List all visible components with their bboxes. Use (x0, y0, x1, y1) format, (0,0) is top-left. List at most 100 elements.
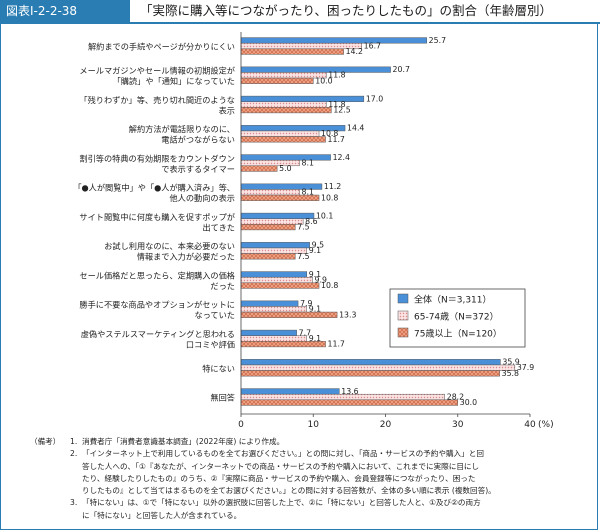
data-label: 11.7 (328, 340, 345, 349)
data-label: 16.7 (364, 41, 381, 50)
data-label: 10.8 (321, 281, 338, 290)
note-text: りしたもの』として当てはまるものを全てお選びください。」との問に対する回答数が、… (82, 486, 496, 496)
category-label: 「残りわずか」等、売り切れ間近のような (79, 95, 235, 105)
legend-label: 65-74歳（N=372） (414, 311, 499, 323)
notes-heading: （備考） (30, 437, 61, 446)
bar (240, 224, 296, 231)
figure-frame (0, 24, 598, 530)
bar (240, 282, 320, 289)
data-label: 7.7 (299, 328, 311, 337)
data-label: 13.3 (339, 310, 356, 319)
category-label: 他人の動向の表示 (169, 193, 235, 203)
category-label: メールマガジンやセール情報の初期設定が (79, 66, 235, 76)
data-label: 12.4 (333, 153, 350, 162)
legend: 全体（N＝3,311） 65-74歳（N=372） 75歳以上（N=120） (389, 288, 526, 348)
bar (240, 388, 340, 395)
data-label: 11.8 (328, 100, 345, 109)
note-text: 「インターネット上で利用しているものを全てお選びください。」との問に対し、「商品… (82, 449, 484, 459)
category-label: 情報まで入力が必要だった (137, 252, 235, 262)
legend-label: 75歳以上（N=120） (414, 328, 502, 340)
bar (240, 37, 427, 44)
bar (240, 101, 327, 108)
note-line: 2. 「インターネット上で利用しているものを全てお選びください。」との問に対し、「… (30, 448, 590, 460)
note-number (70, 510, 82, 522)
bar (240, 48, 344, 55)
notes-heading (30, 510, 70, 522)
category-label: 出てきた (202, 222, 235, 232)
data-label: 12.5 (333, 106, 350, 115)
bar (240, 136, 326, 143)
category-label: 虚偽やステルスマーケティングと思われる (81, 329, 235, 339)
note-text: に「特にない」と回答した人が含まれている。 (82, 510, 242, 520)
category-label: サイト閲覧中に何度も購入を促すポップが (79, 212, 235, 222)
data-label: 11.8 (328, 71, 345, 80)
bar (240, 154, 331, 161)
notes-heading (30, 485, 70, 497)
data-label: 13.6 (341, 387, 358, 396)
bar (240, 276, 313, 284)
data-label: 9.1 (309, 334, 321, 343)
data-label: 25.7 (429, 36, 446, 45)
note-line: （備考） 1. 消費者庁「消費者意識基本調査」(2022年度) により作成。 (30, 436, 590, 448)
note-text: 答した人への、「①『あなたが、インターネットでの商品・サービスの予約や購入におい… (82, 461, 480, 471)
category-label: 割引等の特典の有効期限をカウントダウン (79, 153, 235, 163)
bar (240, 189, 300, 196)
note-text: たり、経験したりしたもの』のうち、②『実際に商品・サービスの予約や購入、会員登録… (82, 473, 476, 483)
note-number: 1. (70, 437, 78, 446)
category-label: セール価格だと思ったら、定期購入の価格 (79, 270, 235, 280)
bar (240, 399, 458, 406)
x-tick-label: 10 (308, 420, 320, 430)
bar (240, 271, 307, 278)
x-tick-label: 40 (524, 420, 536, 430)
note-number: 3. (70, 498, 78, 508)
data-label: 7.5 (297, 223, 309, 232)
note-number (70, 473, 82, 485)
bar (240, 218, 304, 225)
category-label: お試し利用なのに、本来必要のない (104, 241, 235, 251)
data-label: 9.5 (312, 241, 324, 250)
bars (240, 37, 516, 406)
legend-swatch (397, 310, 409, 321)
note-line: たり、経験したりしたもの』のうち、②『実際に商品・サービスの予約や購入、会員登録… (30, 473, 590, 485)
bar (240, 335, 307, 342)
figure-label: 図表Ⅰ-2-2-38 (0, 0, 130, 22)
note-text: 「特にない」は、①で「特にない」以外の選択肢に回答した上で、②に「特にない」と回… (82, 498, 481, 508)
bar (240, 253, 296, 260)
x-axis: 0 10 20 30 40 (%) (238, 32, 554, 430)
bar (240, 306, 307, 313)
category-label: で表示するタイマー (161, 164, 235, 174)
data-label: 20.7 (393, 65, 410, 74)
bar (240, 364, 516, 371)
data-label: 7.9 (300, 299, 312, 308)
bar (240, 130, 320, 137)
bar (240, 242, 310, 249)
data-label: 37.9 (517, 363, 534, 372)
bar (240, 66, 391, 73)
data-label: 7.5 (297, 252, 309, 261)
bar (240, 329, 297, 336)
notes-heading (30, 448, 70, 460)
category-label: 表示 (219, 105, 235, 115)
category-label: 解約までの手続やページが分かりにくい (88, 42, 235, 52)
note-line: 答した人への、「①『あなたが、インターネットでの商品・サービスの予約や購入におい… (30, 461, 590, 473)
category-labels: 解約までの手続やページが分かりにくいメールマガジンやセール情報の初期設定が「購読… (73, 42, 235, 403)
category-label: 「●人が閲覧中」や「●人が購入済み」等、 (73, 183, 235, 193)
data-label: 8.1 (302, 188, 314, 197)
category-label: 無回答 (210, 393, 235, 403)
data-label: 5.0 (279, 164, 291, 173)
x-tick-label: 20 (380, 420, 392, 430)
note-line: 3. 「特にない」は、①で「特にない」以外の選択肢に回答した上で、②に「特にない」… (30, 497, 590, 509)
bar (240, 311, 338, 318)
data-label: 30.0 (460, 398, 477, 407)
legend-swatch (397, 327, 409, 338)
notes-heading (30, 497, 70, 509)
bar (240, 300, 299, 307)
x-tick-label: 30 (452, 420, 464, 430)
data-label: 11.7 (328, 135, 345, 144)
category-label: だった (210, 281, 235, 291)
data-label: 9.1 (309, 270, 321, 279)
data-label: 11.2 (324, 182, 341, 191)
bar (240, 72, 327, 79)
data-label: 10.8 (321, 193, 338, 202)
bar (240, 42, 362, 50)
